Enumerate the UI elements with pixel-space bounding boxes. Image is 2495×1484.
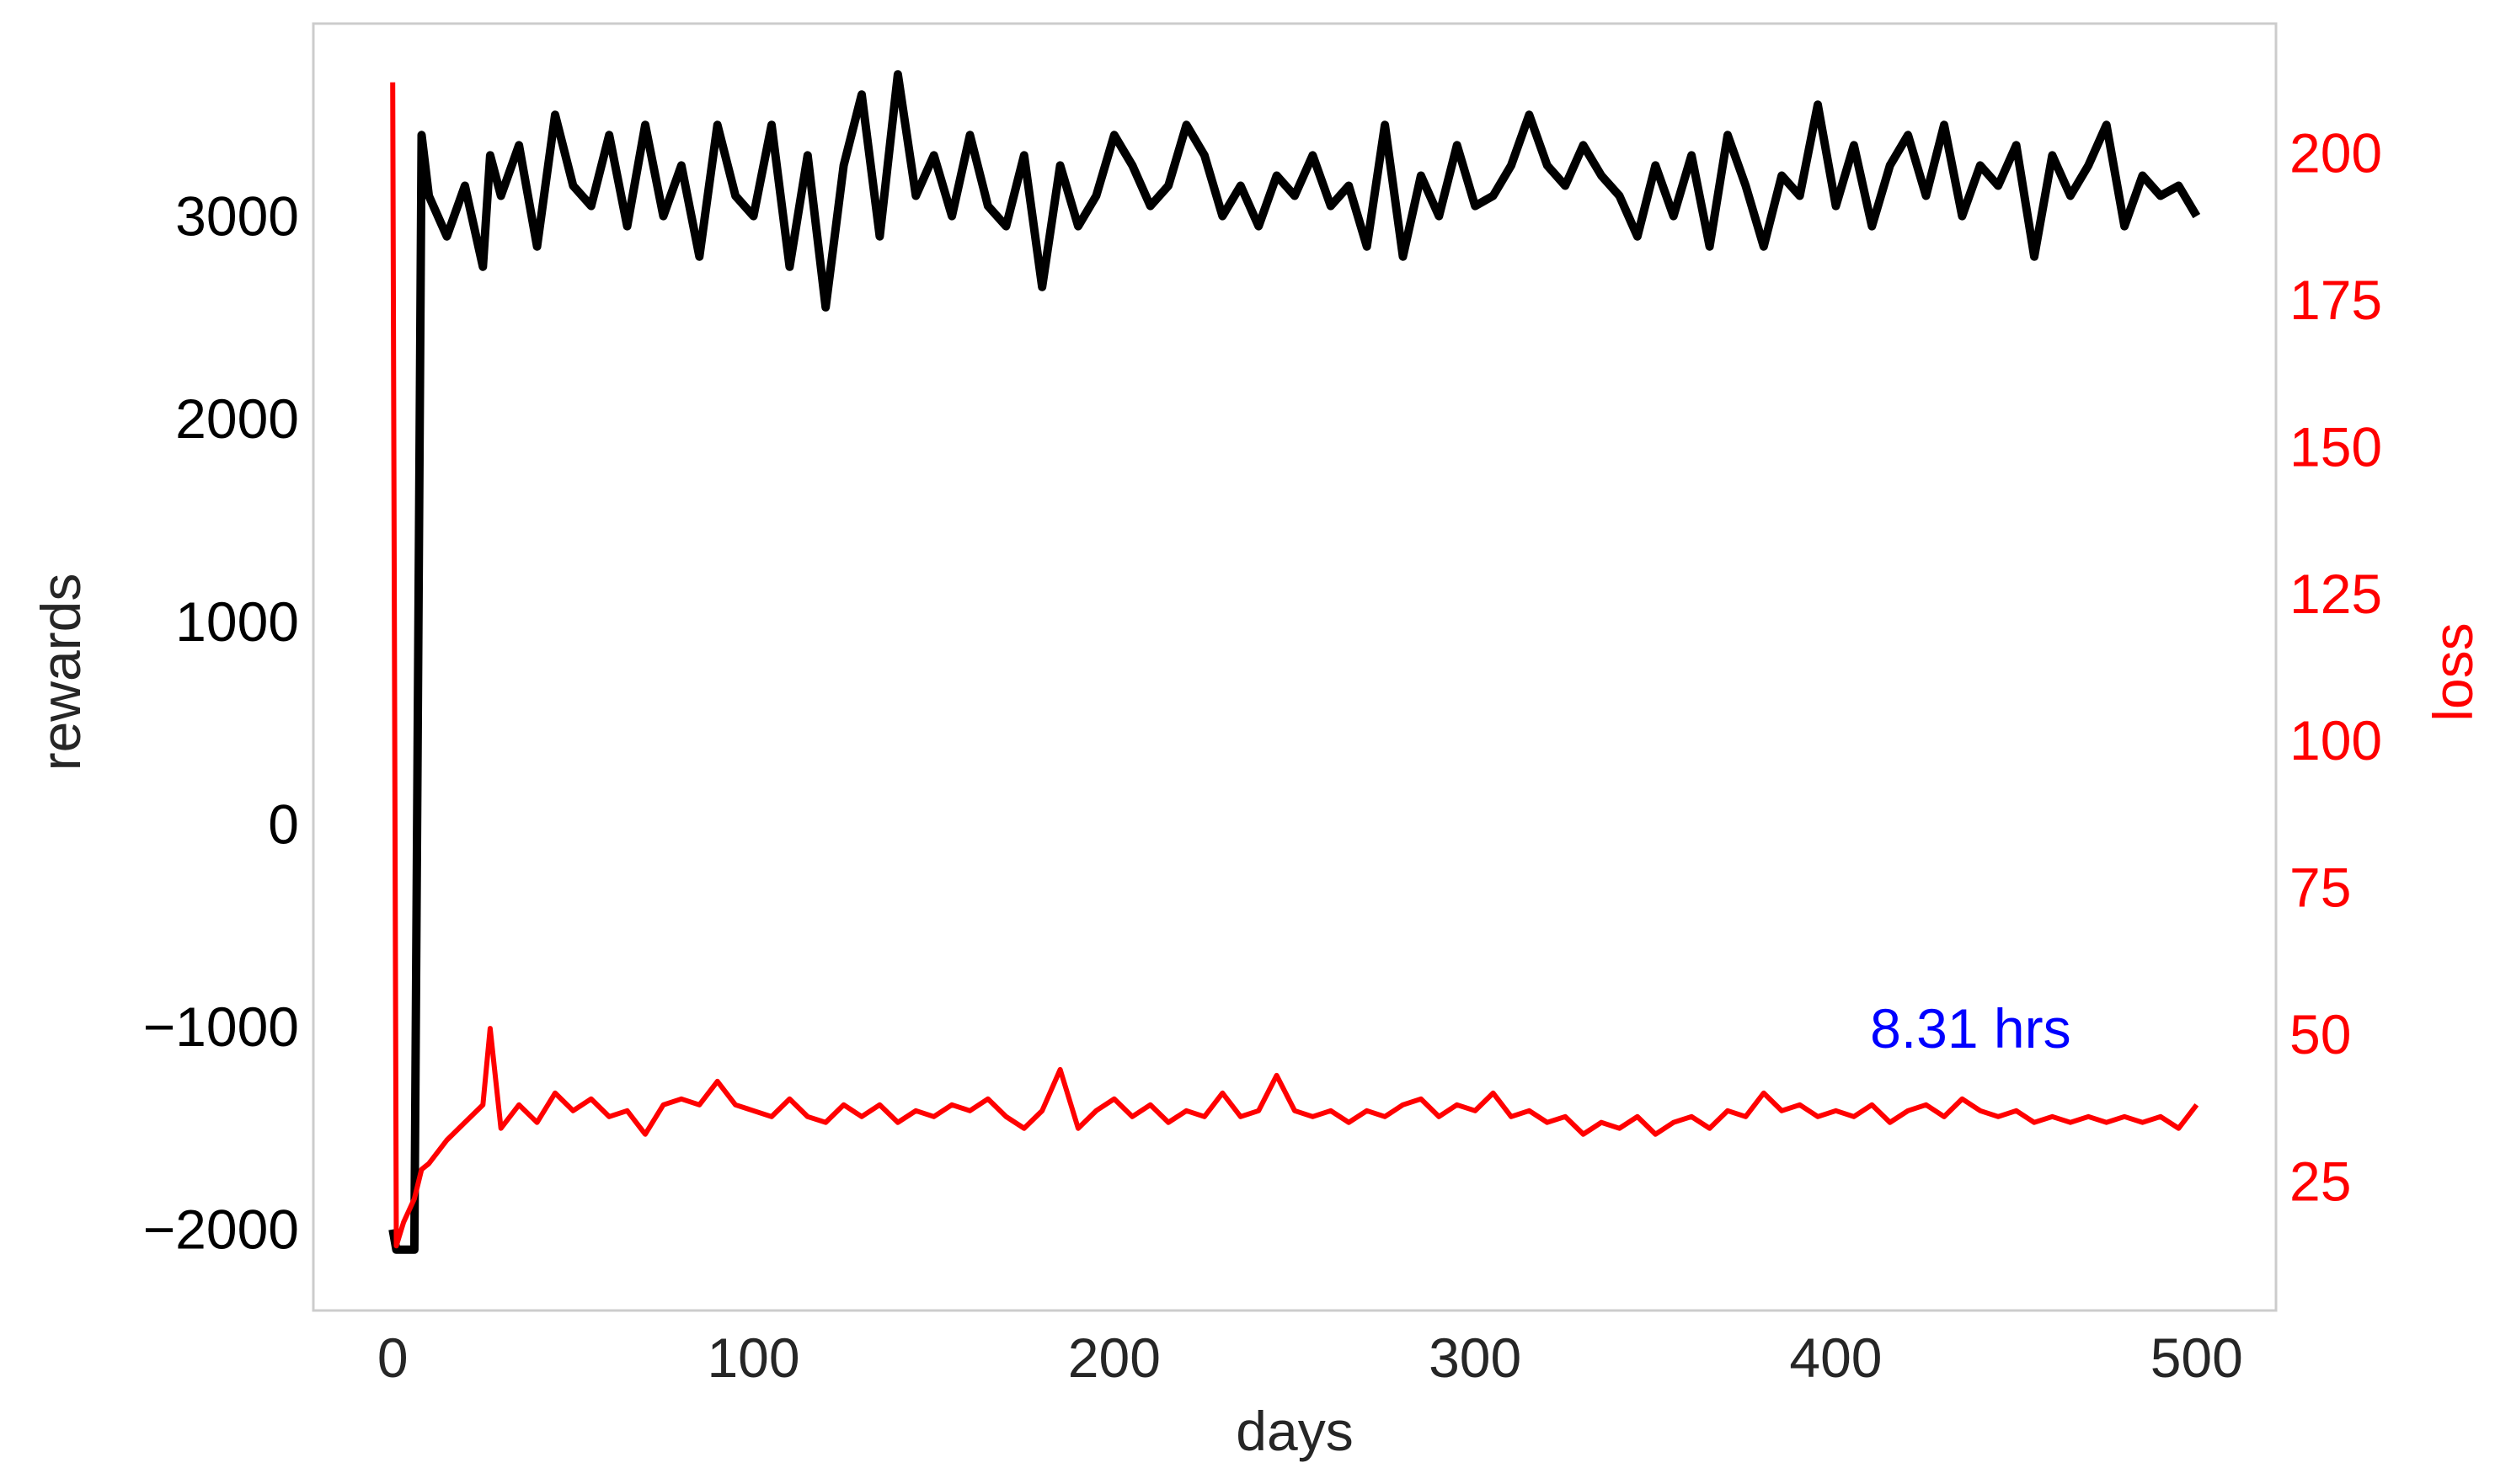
y2-tick-label: 25 [2289,1150,2351,1213]
y-tick-label: −2000 [143,1198,299,1261]
rewards-series-line [388,70,2201,1254]
y2-tick-label: 125 [2289,563,2382,625]
y-tick-label: 2000 [175,387,299,450]
x-tick-label: 0 [377,1327,409,1389]
y2-tick-label: 50 [2289,1003,2351,1065]
plot-frame [312,22,2278,1312]
y-tick-label: 0 [268,793,299,855]
y2-axis-label: loss [2422,622,2484,721]
y-tick-label: 3000 [175,185,299,248]
y2-tick-label: 75 [2289,857,2351,919]
y-tick-label: 1000 [175,590,299,653]
x-tick-label: 100 [707,1327,799,1389]
y2-tick-label: 100 [2289,709,2382,771]
y2-tick-label: 175 [2289,269,2382,331]
x-tick-label: 200 [1068,1327,1161,1389]
y-tick-label: −1000 [143,996,299,1058]
annotation-runtime: 8.31 hrs [1870,997,2070,1060]
loss-series-line [390,82,2199,1249]
x-tick-label: 300 [1429,1327,1521,1389]
x-tick-label: 400 [1789,1327,1882,1389]
x-tick-label: 500 [2150,1327,2243,1389]
x-axis-label: days [1236,1400,1353,1462]
y2-tick-label: 150 [2289,415,2382,478]
y2-tick-label: 200 [2289,121,2382,184]
y-axis-label: rewards [29,574,92,771]
